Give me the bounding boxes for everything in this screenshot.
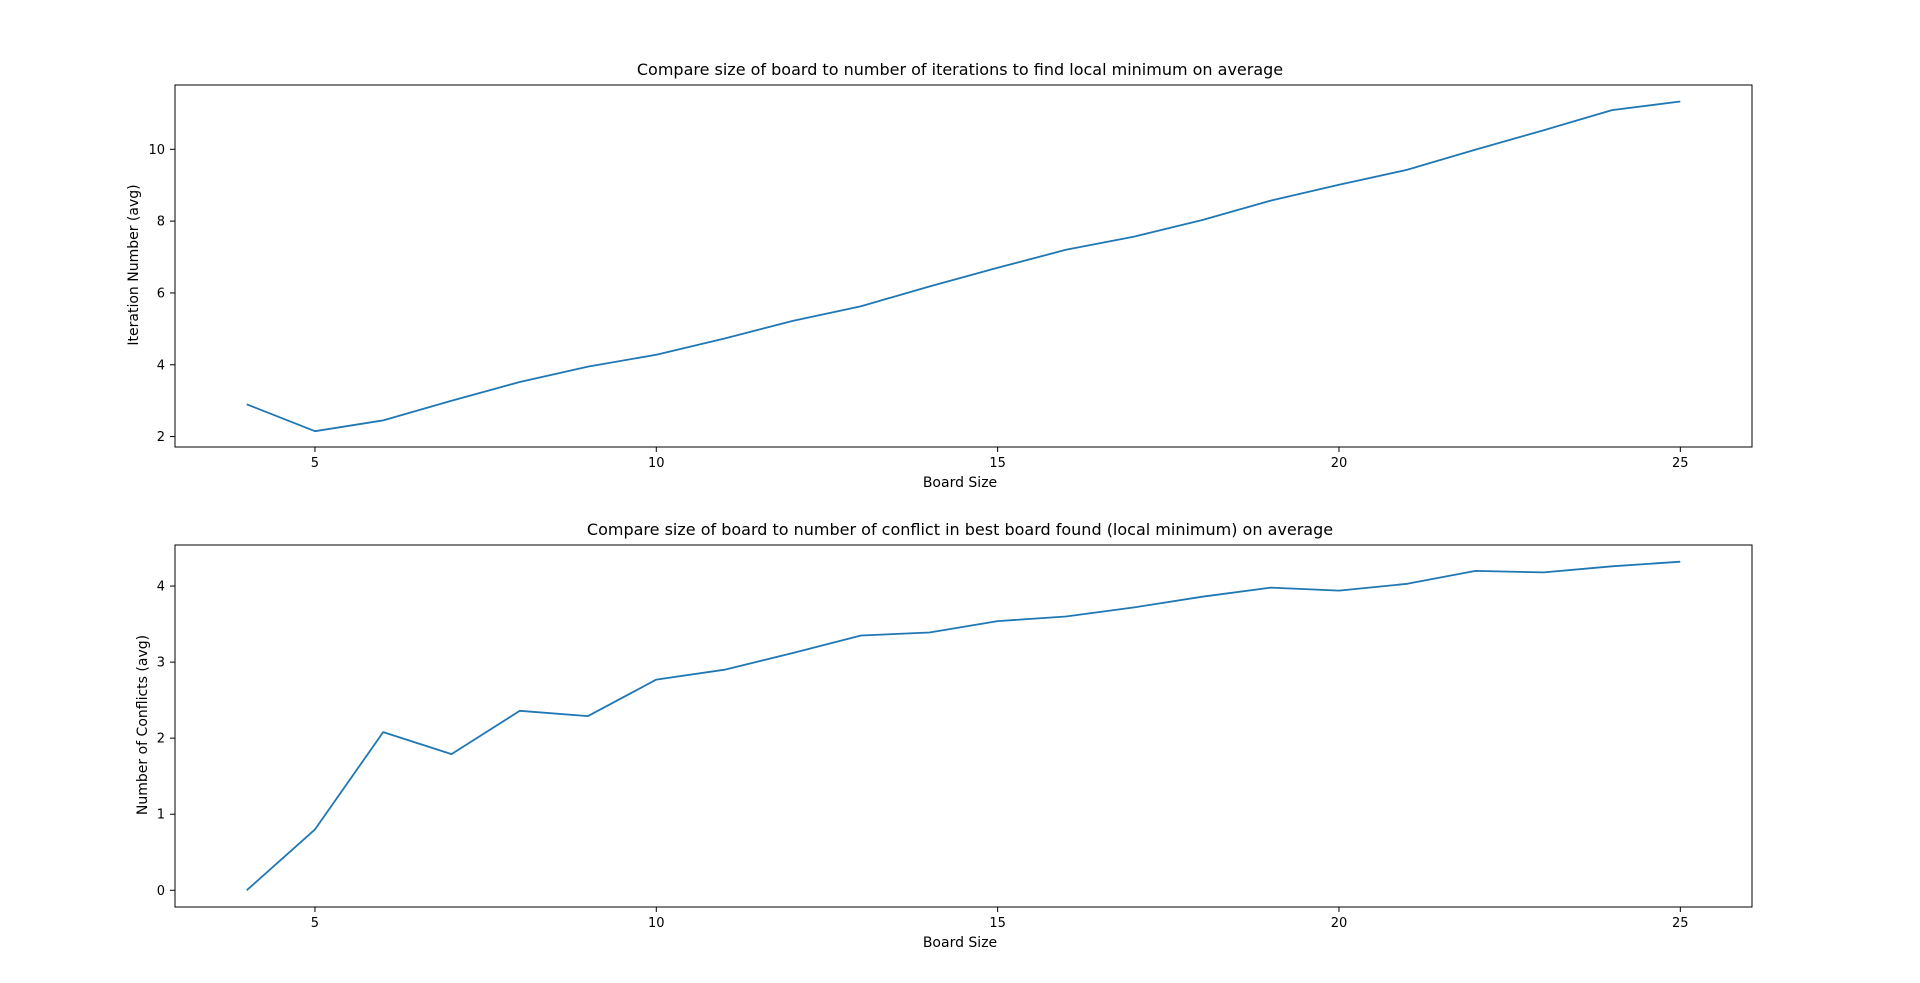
x-tick-label: 10 <box>648 916 665 931</box>
x-tick-label: 15 <box>989 456 1006 471</box>
series-line <box>246 560 1681 891</box>
series-line <box>246 100 1681 433</box>
y-tick-label: 6 <box>157 286 165 301</box>
y-tick-label: 4 <box>157 580 165 595</box>
y-axis-label: Iteration Number (avg) <box>126 184 142 345</box>
chart-conflicts: Compare size of board to number of confl… <box>135 520 1753 951</box>
x-axis-label: Board Size <box>923 935 997 951</box>
axes-frame <box>174 544 1753 908</box>
x-tick-label: 5 <box>311 916 319 931</box>
x-tick-label: 25 <box>1672 916 1689 931</box>
y-tick-label: 2 <box>157 732 165 747</box>
y-tick-label: 8 <box>157 215 165 230</box>
x-tick-label: 10 <box>648 456 665 471</box>
axes-frame <box>174 84 1753 448</box>
x-axis-label: Board Size <box>923 475 997 491</box>
x-tick-label: 5 <box>311 456 319 471</box>
chart-iterations: Compare size of board to number of itera… <box>126 60 1753 491</box>
y-tick-label: 10 <box>148 143 165 158</box>
x-tick-label: 15 <box>989 916 1006 931</box>
y-tick-label: 3 <box>157 656 165 671</box>
x-tick-label: 20 <box>1331 916 1348 931</box>
x-tick-label: 20 <box>1331 456 1348 471</box>
y-tick-label: 4 <box>157 358 165 373</box>
y-tick-label: 2 <box>157 430 165 445</box>
chart-title: Compare size of board to number of itera… <box>637 60 1283 79</box>
y-tick-label: 1 <box>157 808 165 823</box>
y-axis-label: Number of Conflicts (avg) <box>135 635 151 815</box>
x-tick-label: 25 <box>1672 456 1689 471</box>
y-tick-label: 0 <box>157 884 165 899</box>
chart-title: Compare size of board to number of confl… <box>587 520 1333 539</box>
